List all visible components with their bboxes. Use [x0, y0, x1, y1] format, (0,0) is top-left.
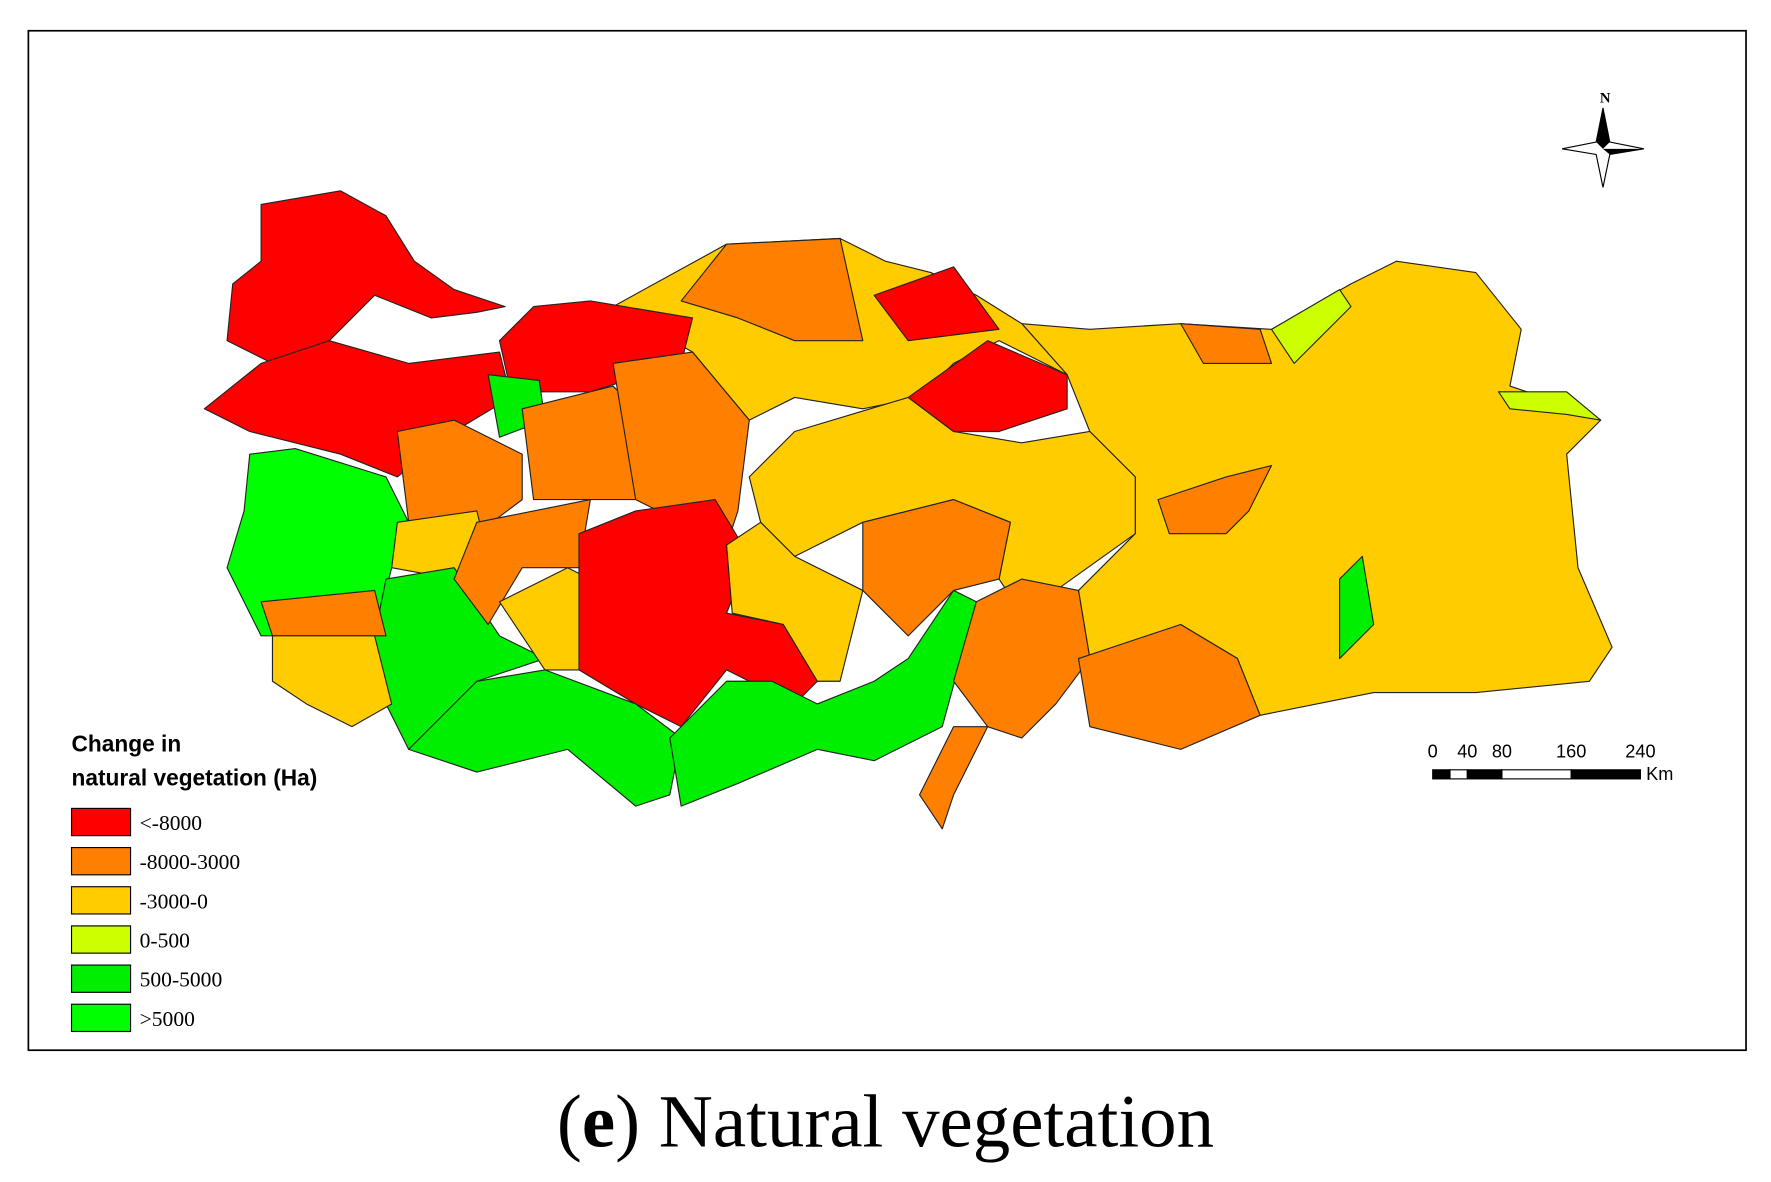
scale-tick-label: 40	[1457, 741, 1477, 761]
caption: (e) Natural vegetation	[557, 1081, 1214, 1164]
legend-label: -8000-3000	[140, 850, 241, 874]
caption-title: ) Natural vegetation	[615, 1081, 1214, 1164]
scale-unit: Km	[1646, 764, 1673, 784]
legend-title: Change in	[72, 731, 182, 757]
scale-tick-label: 80	[1492, 741, 1512, 761]
scale-segment	[1501, 769, 1572, 780]
scale-segment	[1449, 769, 1468, 780]
scale-tick-label: 240	[1625, 741, 1655, 761]
legend-label: <-8000	[140, 811, 202, 835]
legend-swatch	[70, 925, 132, 954]
scale-tick-label: 0	[1428, 741, 1438, 761]
legend-swatch	[70, 964, 132, 993]
legend-label: >5000	[140, 1007, 195, 1031]
legend-label: -3000-0	[140, 889, 208, 913]
legend-label: 0-500	[140, 928, 190, 952]
north-arrow: N	[1562, 90, 1644, 188]
scale-segment	[1466, 769, 1503, 780]
caption-letter: e	[582, 1081, 615, 1164]
province-map	[203, 190, 1613, 830]
caption-open: (	[557, 1081, 582, 1164]
scale-tick-label: 160	[1556, 741, 1586, 761]
legend-swatch	[70, 807, 132, 837]
legend-title: natural vegetation (Ha)	[72, 765, 318, 791]
scale-segment	[1432, 769, 1451, 780]
legend-swatch	[70, 1003, 132, 1033]
legend-label: 500-5000	[140, 968, 223, 992]
north-label: N	[1600, 90, 1611, 106]
scale-segment	[1570, 769, 1642, 780]
legend-swatch	[70, 847, 132, 876]
legend-swatch	[70, 886, 132, 915]
